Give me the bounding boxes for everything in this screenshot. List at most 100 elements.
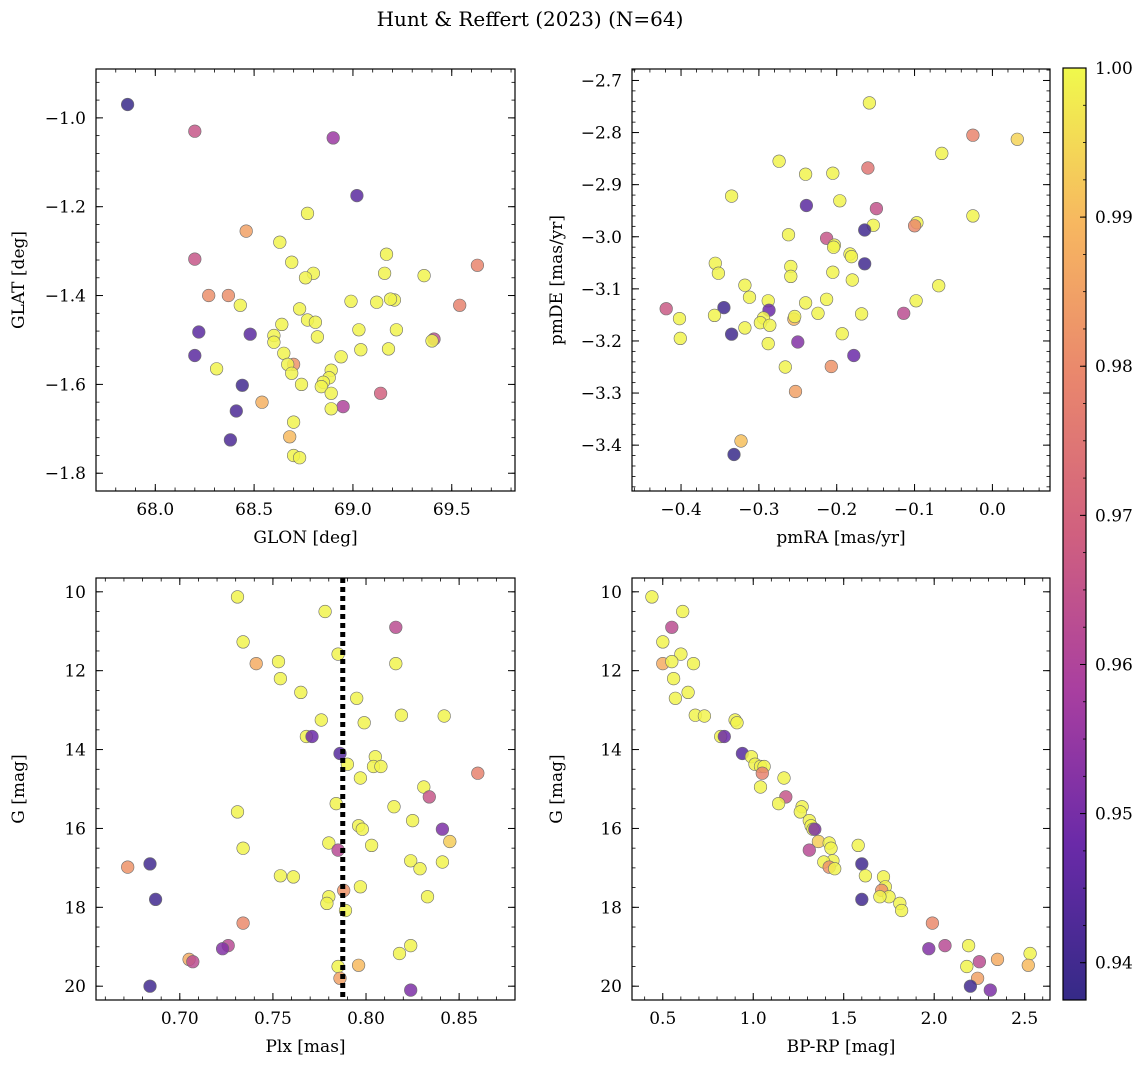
data-point [847,348,861,363]
data-point [777,771,791,785]
data-point [210,362,224,376]
colorbar-gradient [1062,67,1087,1001]
data-point [353,880,368,894]
data-point [188,124,202,138]
data-point [285,366,299,380]
data-point [983,983,997,997]
data-point [322,836,336,850]
data-point [221,288,235,303]
axes-frame [95,577,516,1001]
data-point [420,890,435,904]
data-point [437,709,451,723]
scatter-points [645,590,1037,997]
data-point [370,295,384,309]
data-point [966,209,980,223]
y-tick-label: −3.1 [581,280,622,300]
data-point [858,223,872,237]
data-point [243,327,257,341]
x-tick-label: 0.5 [649,1009,676,1029]
colorbar-tick-label: 0.98 [1095,357,1133,377]
scatter-points [120,97,485,465]
data-point [354,343,368,357]
data-point [826,166,840,180]
data-point [717,301,731,315]
data-point [374,759,388,774]
data-point [378,266,392,280]
data-point [188,348,202,363]
x-axis-label: BP-RP [mag] [787,1037,896,1057]
y-tick-label: 18 [64,898,86,918]
data-point [404,854,418,868]
colorbar-tick-label: 0.96 [1095,655,1133,675]
data-point [828,862,842,876]
data-point [352,958,366,972]
x-axis-label: GLON [deg] [253,528,357,548]
data-point [249,656,263,671]
data-point [202,288,216,303]
data-point [791,335,805,349]
panels: 68.0 68.5 69.0 69.5 −1.8 −1.6 −1.4 −1.2 −1.0 GLON… [9,68,1051,1057]
data-point [755,766,769,780]
x-tick-label: 68.5 [235,500,273,520]
data-point [753,780,768,794]
data-point [811,306,825,320]
colorbar: 0.94 0.95 0.96 0.97 0.98 0.99 1.00 [1062,59,1133,1001]
data-point [788,384,803,399]
colorbar-tick-label: 0.94 [1095,954,1133,974]
data-point [666,671,681,686]
data-point [192,325,206,339]
data-point [963,979,978,993]
data-point [869,202,884,216]
data-point [389,323,404,337]
data-point [972,955,987,969]
x-tick-label: 1.5 [830,1009,857,1029]
data-point [717,729,731,744]
data-point [1010,132,1024,146]
y-tick-label: 14 [600,741,622,761]
data-point [724,189,739,203]
data-point [188,252,202,266]
data-point [851,838,865,853]
colorbar-tick-label: 0.95 [1095,805,1133,825]
data-point [294,377,309,392]
x-tick-label: 1.0 [740,1009,767,1029]
x-tick-label: 68.0 [136,500,174,520]
data-point [350,691,364,705]
data-point [413,862,427,876]
data-point [862,96,877,110]
data-point [298,271,313,285]
data-point [277,346,291,360]
data-point [305,729,319,744]
axes-frame [95,68,516,492]
data-point [763,318,777,332]
x-tick-label: 0.0 [979,500,1006,520]
data-point [435,822,450,836]
data-point [120,97,135,112]
y-tick-label: −2.8 [581,124,622,144]
data-point [300,206,315,220]
y-axis-label: pmDE [mas/yr] [547,215,567,345]
data-point [417,269,431,283]
data-point [470,258,485,272]
data-point [793,805,807,819]
data-point [334,350,348,364]
data-point [738,321,752,335]
data-point [858,869,873,883]
data-point [336,400,350,414]
y-tick-label: 10 [64,583,86,603]
data-point [308,315,323,329]
data-point [422,790,436,804]
panel-pmra-pmde: −0.4 −0.3 −0.2 −0.1 0.0 −3.4 −3.3 −3.2 −3.1 −3.0 −… [547,68,1051,548]
x-tick-label: −0.3 [738,500,779,520]
panel-plx-g: 0.70 0.75 0.80 0.85 10 12 14 16 18 20 Plx [mas] G [… [9,577,516,1057]
data-point [223,433,237,447]
data-point [404,983,418,997]
data-point [784,269,798,284]
data-point [365,838,379,853]
data-point [835,327,849,341]
data-point [229,404,243,418]
data-point [738,278,752,292]
data-point [387,800,401,814]
data-point [907,219,922,233]
